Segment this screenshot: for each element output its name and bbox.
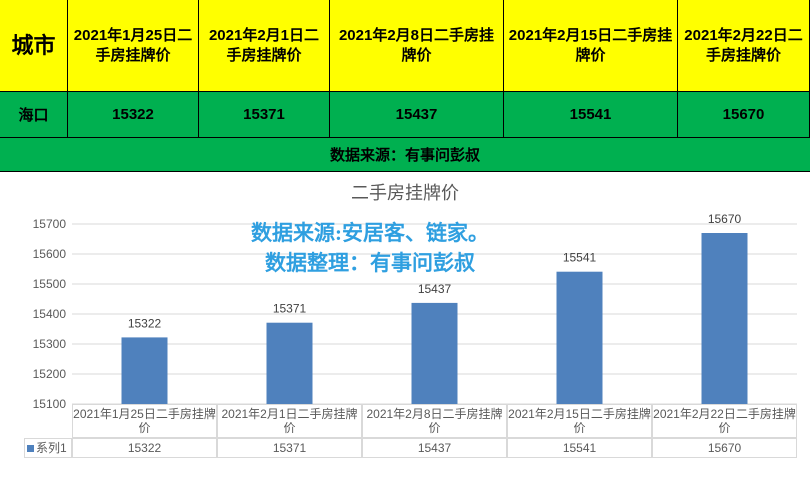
- city-cell: 海口: [0, 92, 68, 138]
- table-data-row: [0, 92, 810, 138]
- overlay-line-1: 数据来源:安居客、链家。: [251, 221, 489, 245]
- y-tick-label: 15100: [33, 397, 67, 411]
- dt-value-1: 15322: [72, 438, 217, 458]
- bar-5: [701, 233, 748, 404]
- y-tick-label: 15700: [33, 217, 67, 231]
- date-header-3: 2021年2月8日二手房挂牌价: [330, 0, 504, 92]
- bar-3: [411, 302, 458, 404]
- value-cell-4: 15541: [504, 92, 678, 138]
- data-label-3: 15437: [418, 282, 452, 296]
- source-banner: 数据来源：有事问彭叔: [0, 138, 810, 172]
- watermark-overlay: 数据来源:安居客、链家。 数据整理：有事问彭叔: [205, 218, 535, 278]
- date-header-5: 2021年2月22日二手房挂牌价: [678, 0, 810, 92]
- bar-4: [556, 271, 603, 404]
- dt-legend-key: 系列1: [24, 438, 72, 458]
- overlay-line-2: 数据整理：有事问彭叔: [265, 251, 475, 275]
- series-swatch: [27, 444, 34, 452]
- city-header: 城市: [0, 0, 68, 92]
- y-tick-label: 15200: [33, 367, 67, 381]
- data-label-1: 15322: [128, 316, 162, 330]
- date-header-1: 2021年1月25日二手房挂牌价: [68, 0, 199, 92]
- chart-title: 二手房挂牌价: [351, 183, 459, 203]
- dt-category-2: 2021年2月1日二手房挂牌价: [217, 404, 362, 438]
- data-label-4: 15541: [563, 251, 597, 265]
- dt-value-4: 15541: [507, 438, 652, 458]
- date-header-4: 2021年2月15日二手房挂牌价: [504, 0, 678, 92]
- series-name: 系列1: [36, 441, 67, 455]
- y-tick-label: 15600: [33, 247, 67, 261]
- date-header-2: 2021年2月1日二手房挂牌价: [199, 0, 330, 92]
- y-tick-label: 15500: [33, 277, 67, 291]
- y-tick-label: 15300: [33, 337, 67, 351]
- table-header-row: [0, 0, 810, 92]
- dt-category-4: 2021年2月15日二手房挂牌价: [507, 404, 652, 438]
- data-label-2: 15371: [273, 302, 307, 316]
- dt-value-5: 15670: [652, 438, 797, 458]
- value-cell-5: 15670: [678, 92, 810, 138]
- bar-1: [121, 337, 168, 404]
- dt-value-2: 15371: [217, 438, 362, 458]
- dt-value-3: 15437: [362, 438, 507, 458]
- value-cell-2: 15371: [199, 92, 330, 138]
- chart-area: 二手房挂牌价 15100 15200 15300 15400 15500 15600 157…: [0, 172, 810, 479]
- dt-category-3: 2021年2月8日二手房挂牌价: [362, 404, 507, 438]
- dt-category-1: 2021年1月25日二手房挂牌价: [72, 404, 217, 438]
- value-cell-1: 15322: [68, 92, 199, 138]
- chart-data-table: 2021年1月25日二手房挂牌价 2021年2月1日二手房挂牌价 2021年2月…: [0, 404, 800, 458]
- y-tick-label: 15400: [33, 307, 67, 321]
- dt-category-5: 2021年2月22日二手房挂牌价: [652, 404, 797, 438]
- data-label-5: 15670: [708, 212, 742, 226]
- value-cell-3: 15437: [330, 92, 504, 138]
- bar-2: [266, 322, 313, 404]
